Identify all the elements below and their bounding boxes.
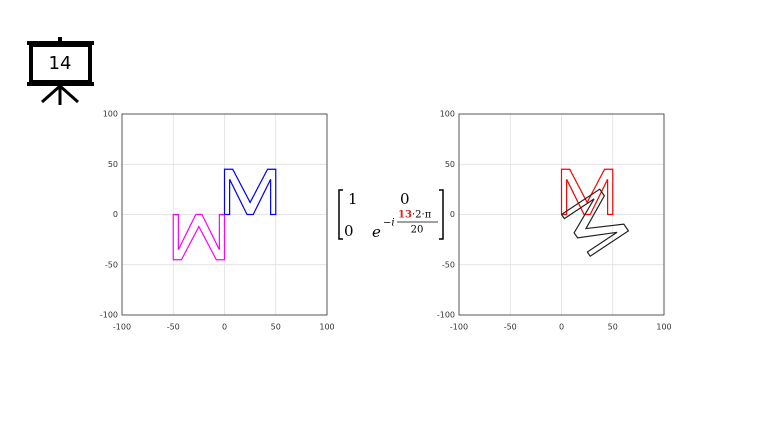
x-tick-label: 50 (271, 323, 281, 332)
shape-outline (223, 168, 277, 216)
x-tick-label: -100 (450, 323, 468, 332)
x-tick-label: -50 (504, 323, 517, 332)
matrix-entry: 0 (344, 222, 354, 240)
exp-base: e (372, 223, 381, 241)
y-tick-label: 100 (103, 110, 118, 119)
y-tick-label: -50 (105, 260, 118, 269)
shape-outline (560, 168, 614, 216)
shape-outline (172, 213, 226, 261)
exp-sign: −i (383, 218, 395, 229)
y-tick-label: -50 (442, 260, 455, 269)
slide-number: 14 (49, 53, 72, 74)
y-tick-label: -100 (437, 311, 455, 320)
y-tick-label: -100 (100, 311, 118, 320)
y-tick-label: 50 (108, 160, 118, 169)
shape-outline (561, 188, 630, 258)
exp-factor: ·2·π (412, 210, 432, 221)
exp-denominator: 20 (411, 225, 424, 236)
x-tick-label: -100 (113, 323, 131, 332)
y-tick-label: 50 (445, 160, 455, 169)
slide-icon: 14 (27, 37, 94, 105)
y-tick-label: 0 (113, 210, 118, 219)
matrix-entry: 1 (348, 190, 358, 208)
x-tick-label: 50 (608, 323, 618, 332)
x-tick-label: 0 (222, 323, 227, 332)
matrix-entry: 0 (400, 190, 410, 208)
x-tick-label: 0 (559, 323, 564, 332)
plot-frame (458, 113, 665, 316)
matrix: 1 0 0 e −i 13 ·2·π 20 (338, 189, 444, 241)
x-tick-label: -50 (167, 323, 180, 332)
x-tick-label: 100 (656, 323, 671, 332)
x-tick-label: 100 (319, 323, 334, 332)
plot-frame (121, 113, 328, 316)
y-tick-label: 100 (440, 110, 455, 119)
y-tick-label: 0 (450, 210, 455, 219)
exp-k: 13 (398, 210, 412, 221)
